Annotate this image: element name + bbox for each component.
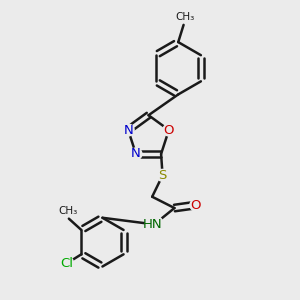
Text: N: N bbox=[131, 147, 141, 161]
Text: HN: HN bbox=[143, 218, 163, 231]
Text: S: S bbox=[158, 169, 167, 182]
Circle shape bbox=[157, 169, 169, 181]
Circle shape bbox=[61, 257, 74, 270]
Circle shape bbox=[163, 124, 175, 136]
Circle shape bbox=[122, 124, 134, 136]
Circle shape bbox=[145, 215, 163, 233]
Text: Cl: Cl bbox=[61, 257, 74, 270]
Circle shape bbox=[130, 148, 142, 160]
Text: CH₃: CH₃ bbox=[176, 13, 195, 22]
Text: N: N bbox=[123, 124, 133, 136]
Text: O: O bbox=[190, 199, 201, 212]
Text: O: O bbox=[164, 124, 174, 136]
Text: CH₃: CH₃ bbox=[58, 206, 78, 216]
Circle shape bbox=[190, 199, 202, 211]
